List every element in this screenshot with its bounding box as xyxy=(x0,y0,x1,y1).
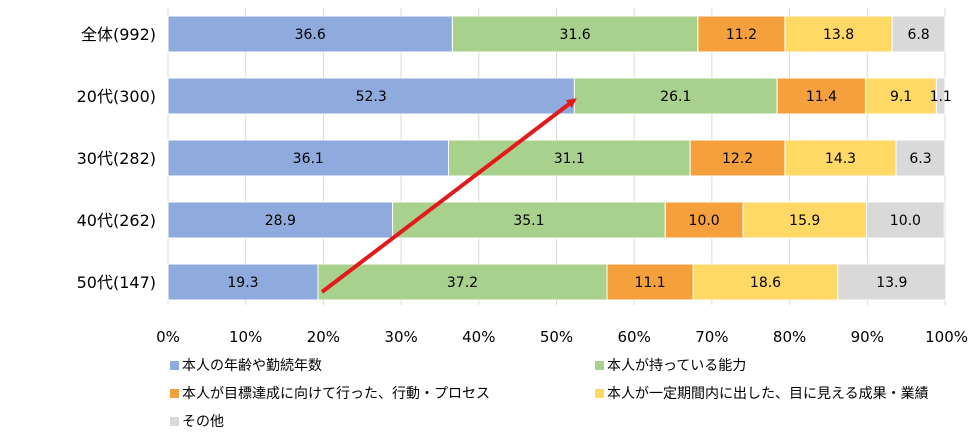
legend-label: 本人が持っている能力 xyxy=(607,358,746,374)
data-label: 36.6 xyxy=(295,27,326,43)
bar-segment xyxy=(392,201,666,239)
data-label: 28.9 xyxy=(265,213,296,229)
bar-segment xyxy=(167,15,453,53)
data-label: 11.2 xyxy=(726,27,757,43)
bar-segment xyxy=(167,77,575,115)
data-label: 26.1 xyxy=(660,89,691,105)
bar-segment xyxy=(935,77,946,115)
x-tick-label: 40% xyxy=(462,328,495,346)
x-tick-labels: 0% 10% 20% 30% 40% 50% 60% 70% 80% 90% 100% xyxy=(156,328,968,346)
data-label: 11.1 xyxy=(635,275,666,291)
data-label: 31.1 xyxy=(554,151,585,167)
data-label: 31.6 xyxy=(560,27,591,43)
bar-segment xyxy=(837,263,947,301)
x-tick-label: 80% xyxy=(773,328,806,346)
bar-segment xyxy=(891,15,946,53)
bar-segment xyxy=(167,263,319,301)
data-label: 11.4 xyxy=(806,89,837,105)
legend-label: その他 xyxy=(182,414,224,430)
legend-swatch xyxy=(170,417,179,426)
x-tick-label: 20% xyxy=(307,328,340,346)
data-label: 9.1 xyxy=(890,89,912,105)
x-tick-label: 10% xyxy=(229,328,262,346)
bar-segment xyxy=(573,77,778,115)
x-tick-label: 100% xyxy=(925,328,968,346)
bars: 36.6 31.6 11.2 13.8 6.8 52.3 26.1 11.4 9.1 1.1 36.… xyxy=(167,15,952,301)
x-tick-label: 50% xyxy=(540,328,573,346)
category-label: 30代(282) xyxy=(77,149,156,168)
legend-swatch xyxy=(170,361,179,370)
bar-segment xyxy=(167,139,449,177)
bar-segment xyxy=(742,201,868,239)
x-tick-label: 90% xyxy=(851,328,884,346)
legend-swatch xyxy=(170,389,179,398)
data-label: 6.8 xyxy=(907,27,929,43)
bar-segment xyxy=(664,201,744,239)
data-label: 52.3 xyxy=(356,89,387,105)
bar-segment xyxy=(451,15,699,53)
data-label: 13.9 xyxy=(876,275,907,291)
bar-segment xyxy=(692,263,839,301)
data-label: 10.0 xyxy=(689,213,720,229)
data-label: 6.3 xyxy=(909,151,931,167)
data-label: 37.2 xyxy=(447,275,478,291)
data-label: 15.9 xyxy=(789,213,820,229)
category-label: 20代(300) xyxy=(77,87,156,106)
data-label: 13.8 xyxy=(823,27,854,43)
legend-swatch xyxy=(595,389,604,398)
legend: 本人の年齢や勤続年数 本人が持っている能力本人が目標達成に向けて行った、行動・プロ… xyxy=(170,357,929,430)
legend-label: 本人が一定期間内に出した、目に見える成果・業績 xyxy=(607,386,929,402)
x-tick-label: 30% xyxy=(384,328,417,346)
category-label: 50代(147) xyxy=(77,273,156,292)
category-labels: 全体(992) 20代(300) 30代(282) 40代(262) 50代(147) xyxy=(77,25,156,292)
trend-arrow xyxy=(320,98,577,294)
data-label: 10.0 xyxy=(890,213,921,229)
legend-swatch xyxy=(595,361,604,370)
data-label: 12.2 xyxy=(722,151,753,167)
x-tick-label: 60% xyxy=(618,328,651,346)
data-label: 1.1 xyxy=(930,89,952,105)
data-label: 14.3 xyxy=(825,151,856,167)
trend-arrow-annotation xyxy=(320,98,577,294)
data-label: 19.3 xyxy=(227,275,258,291)
category-label: 全体(992) xyxy=(81,25,156,44)
x-tick-label: 0% xyxy=(156,328,180,346)
legend-label: 本人が目標達成に向けて行った、行動・プロセス xyxy=(182,386,490,402)
legend-label: 本人の年齢や勤続年数 xyxy=(182,357,322,374)
bar-segment xyxy=(866,201,945,239)
data-label: 18.6 xyxy=(750,275,781,291)
bar-segment xyxy=(865,77,937,115)
category-label: 40代(262) xyxy=(77,211,156,230)
bar-segment xyxy=(895,139,946,177)
data-label: 36.1 xyxy=(293,151,324,167)
bar-segment xyxy=(784,15,893,53)
x-tick-label: 70% xyxy=(695,328,728,346)
bar-segment xyxy=(606,263,694,301)
data-label: 35.1 xyxy=(513,213,544,229)
bar-segment xyxy=(689,139,786,177)
bar-segment xyxy=(447,139,691,177)
